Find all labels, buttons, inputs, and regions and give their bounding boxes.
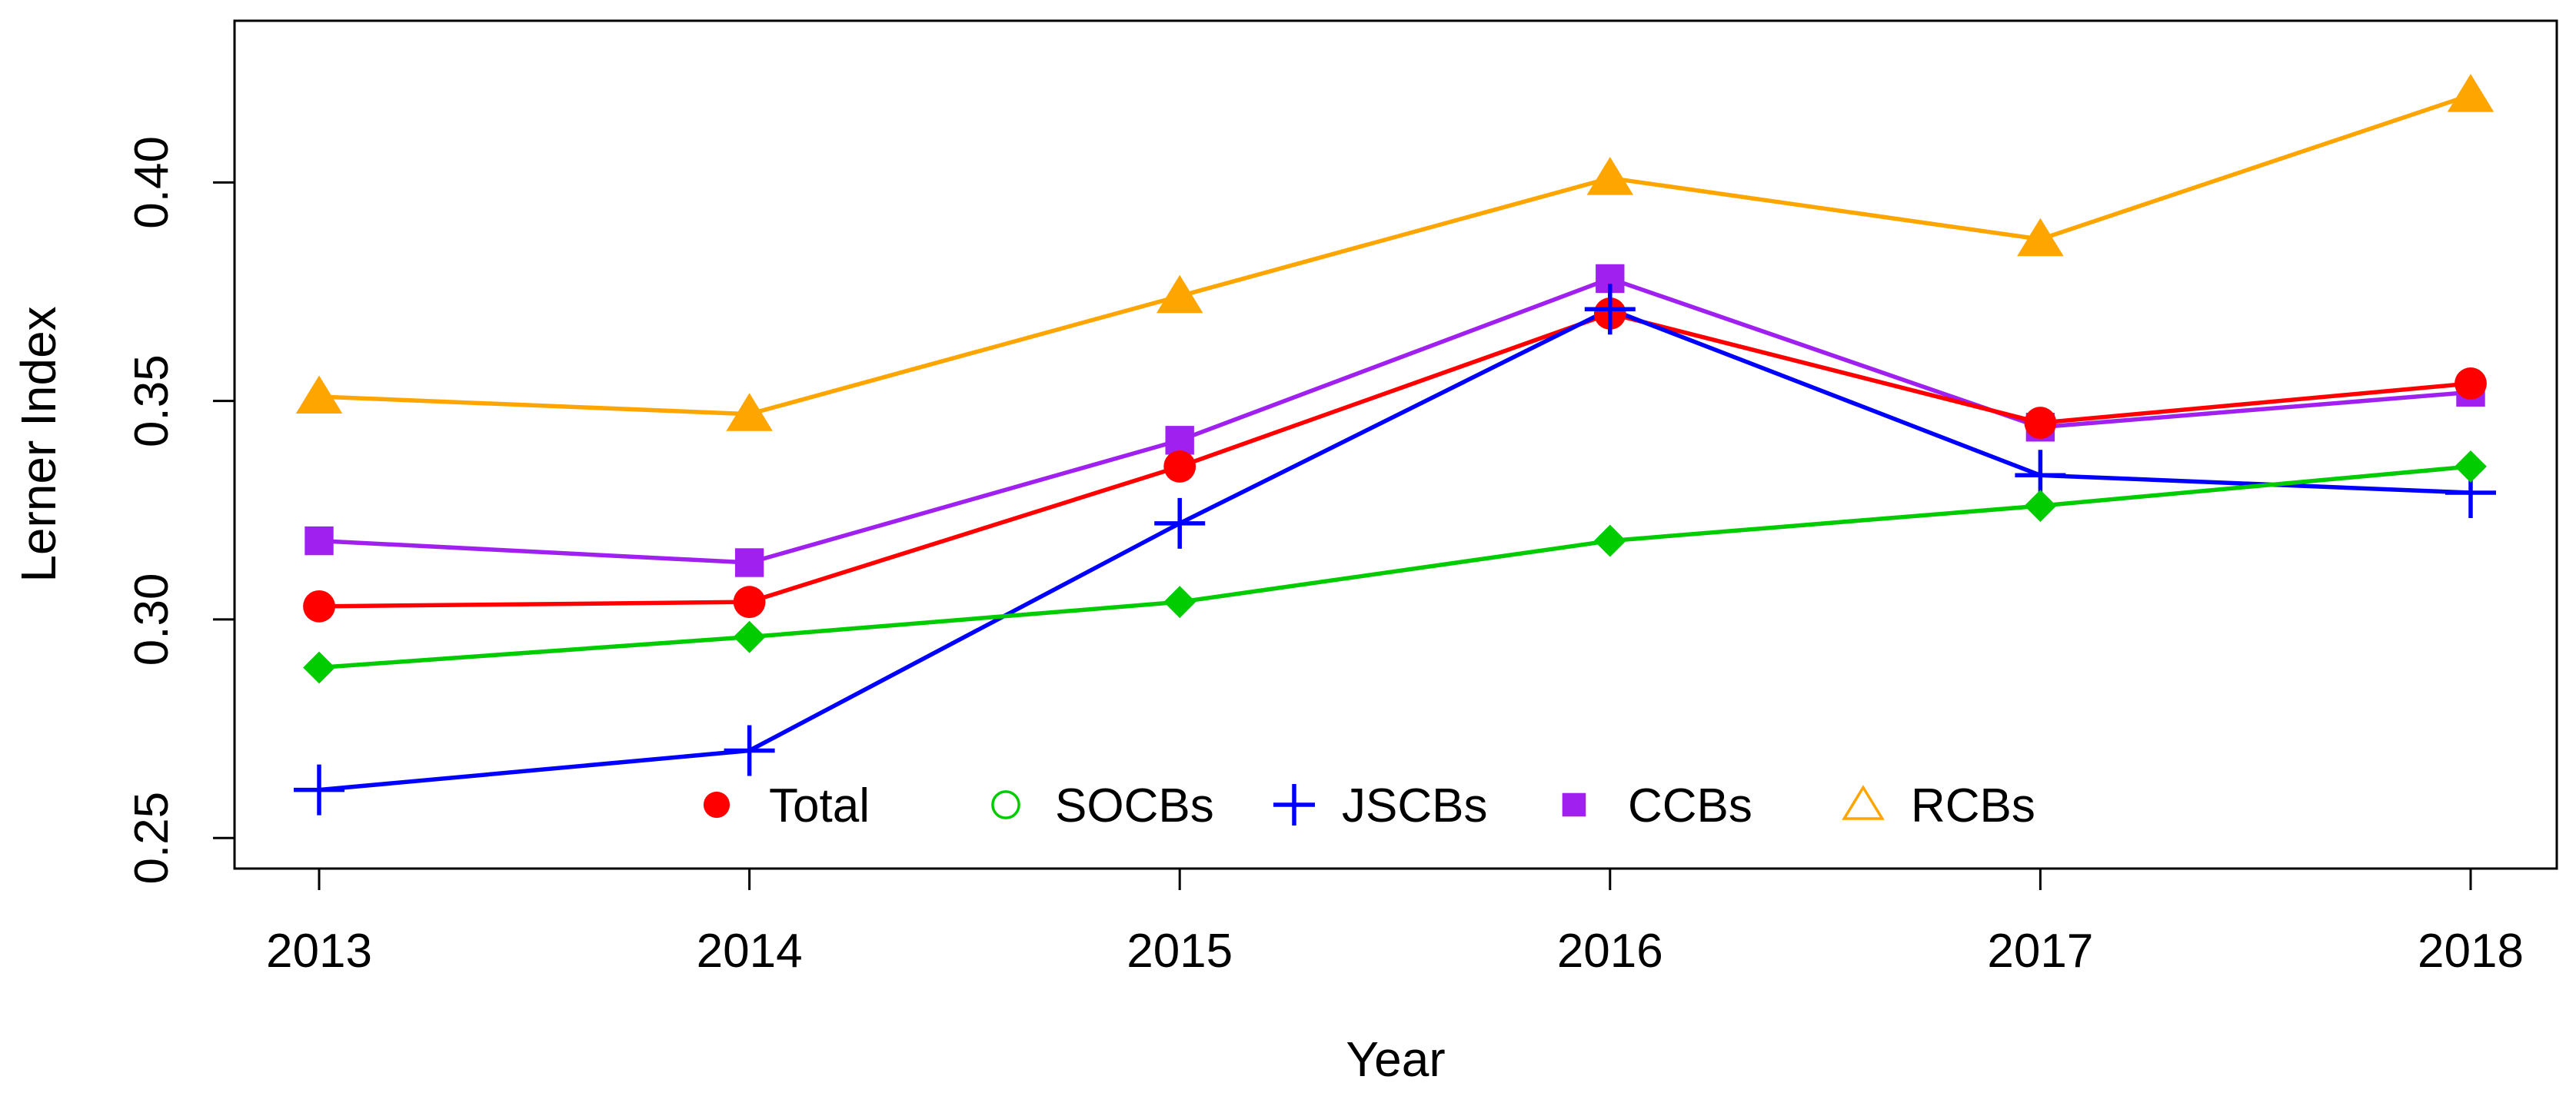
legend-marker-rcbs: [1842, 785, 1885, 820]
x-tick-label: 2018: [2418, 925, 2524, 978]
data-point-socbs: [2024, 490, 2057, 522]
x-axis-title: Year: [1346, 1032, 1445, 1087]
legend-marker-ccbs: [1562, 792, 1586, 817]
legend-marker-socbs: [991, 790, 1020, 819]
y-axis-title: Lerner Index: [11, 306, 66, 582]
data-point-total: [2455, 367, 2487, 400]
legend-label-jscbs: JSCBs: [1342, 779, 1487, 832]
y-tick-label: 0.35: [125, 354, 178, 447]
data-point-total: [1163, 450, 1196, 483]
data-point-socbs: [733, 620, 766, 653]
data-point-jscbs: [1584, 284, 1636, 335]
series-markers: [294, 74, 2496, 816]
legend-label-ccbs: CCBs: [1628, 779, 1752, 832]
series-line-ccbs: [318, 276, 2471, 565]
data-point-jscbs: [1154, 497, 1206, 549]
plot-frame: [233, 19, 2558, 870]
data-point-rcbs: [1586, 157, 1634, 195]
data-point-rcbs: [2447, 74, 2494, 112]
data-point-rcbs: [2017, 218, 2064, 257]
data-point-rcbs: [295, 375, 343, 414]
y-tick-label: 0.25: [125, 792, 178, 885]
legend-label-total: Total: [769, 779, 870, 832]
data-point-ccbs: [305, 526, 334, 556]
y-tick-label: 0.40: [125, 136, 178, 229]
x-tick-label: 2016: [1557, 925, 1663, 978]
legend-label-rcbs: RCBs: [1911, 779, 2035, 832]
x-tick-label: 2015: [1127, 925, 1233, 978]
legend-marker-total: [703, 791, 731, 819]
data-point-total: [733, 586, 766, 619]
x-tick-label: 2014: [697, 925, 803, 978]
data-point-jscbs: [724, 725, 775, 776]
y-axis: 0.25 0.30 0.35 0.40: [125, 136, 235, 885]
data-point-total: [2024, 407, 2057, 439]
data-point-rcbs: [1156, 274, 1203, 314]
x-tick-label: 2017: [1987, 925, 2093, 978]
series-line-total: [318, 311, 2471, 609]
data-point-rcbs: [726, 393, 773, 431]
x-axis: 2013 2014 2015 2016 2017 2018: [266, 869, 2524, 978]
data-point-ccbs: [1165, 426, 1194, 455]
x-tick-label: 2013: [266, 925, 372, 978]
data-point-ccbs: [734, 548, 764, 577]
series-line-rcbs: [318, 93, 2471, 417]
data-point-socbs: [1163, 586, 1196, 619]
data-point-jscbs: [294, 764, 344, 816]
y-tick-label: 0.30: [125, 573, 178, 666]
series-line-jscbs: [318, 307, 2471, 792]
legend-label-socbs: SOCBs: [1055, 779, 1214, 832]
legend: Total SOCBs JSCBs CCBs RCBs: [703, 779, 2035, 832]
data-point-total: [303, 590, 335, 623]
data-point-socbs: [1593, 524, 1626, 557]
legend-marker-jscbs: [1273, 784, 1315, 826]
series-lines: [318, 93, 2471, 792]
series-line-socbs: [318, 464, 2471, 670]
data-point-socbs: [303, 651, 335, 684]
data-point-socbs: [2455, 450, 2487, 483]
